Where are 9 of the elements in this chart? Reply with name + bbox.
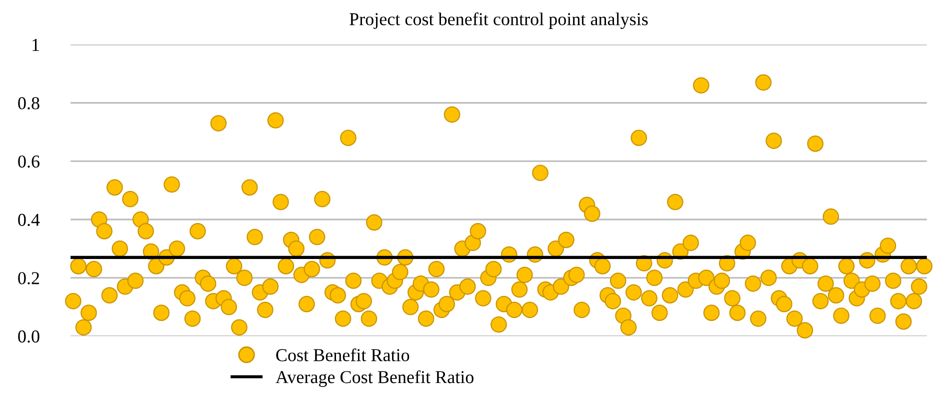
y-tick-label: 0.4 (18, 214, 40, 226)
legend-label: Cost Benefit Ratio (276, 348, 410, 362)
chart-title: Project cost benefit control point analysis (350, 12, 648, 29)
legend-label: Average Cost Benefit Ratio (276, 370, 474, 387)
y-tick-label: 0.6 (18, 155, 40, 168)
y-tick-label: 0.0 (18, 330, 40, 343)
y-tick-label: 0.2 (18, 272, 40, 284)
y-tick-label: 0.8 (18, 97, 40, 110)
y-tick-label: 1 (32, 38, 39, 51)
